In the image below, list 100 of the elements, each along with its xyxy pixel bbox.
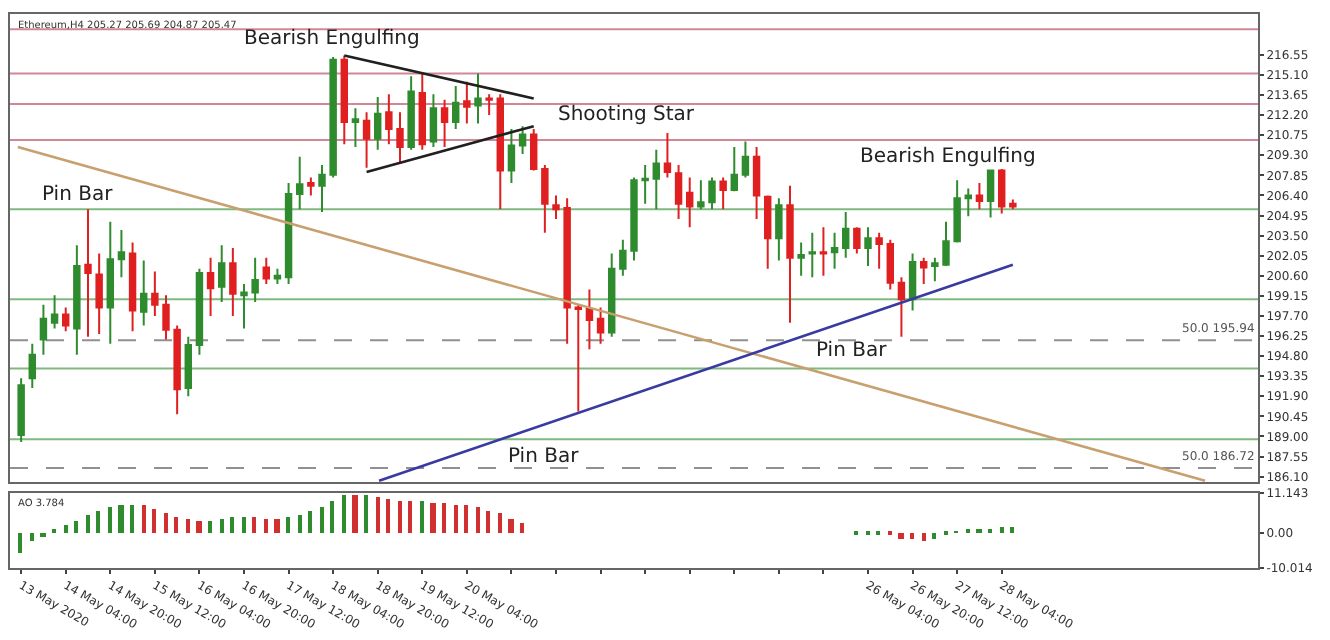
candlestick xyxy=(574,303,583,413)
candlestick xyxy=(908,252,917,312)
bar xyxy=(286,517,290,534)
candlestick xyxy=(139,259,148,327)
bar xyxy=(274,519,280,534)
bar xyxy=(220,519,224,534)
candlestick xyxy=(106,220,115,345)
bar xyxy=(1000,527,1004,534)
bar xyxy=(342,495,346,534)
candlestick xyxy=(875,231,883,270)
candlestick xyxy=(986,169,995,219)
bar xyxy=(142,505,146,534)
candlestick xyxy=(284,181,293,286)
bar xyxy=(910,533,914,540)
candlestick xyxy=(128,241,137,333)
candlestick xyxy=(362,111,371,169)
candlestick xyxy=(184,335,193,398)
bar xyxy=(922,533,926,542)
bar xyxy=(118,505,124,534)
bar xyxy=(430,503,436,534)
candlestick xyxy=(819,226,828,277)
candlestick xyxy=(919,256,928,286)
bar xyxy=(520,523,524,534)
candlestick xyxy=(719,176,727,211)
candlestick xyxy=(775,197,783,262)
candlestick xyxy=(429,93,438,148)
candlestick xyxy=(195,267,204,356)
bar xyxy=(164,513,168,534)
candlestick xyxy=(730,145,739,193)
bar xyxy=(508,519,514,534)
candlestick xyxy=(73,244,81,356)
candlestick xyxy=(351,107,360,148)
candlestick xyxy=(663,132,672,179)
candlestick xyxy=(518,125,527,155)
annotation: Bearish Engulfing xyxy=(244,28,420,50)
bar xyxy=(932,533,936,540)
candlestick xyxy=(407,75,415,151)
candlestick xyxy=(229,247,237,317)
bar xyxy=(18,533,22,554)
candlestick xyxy=(463,80,471,125)
bar xyxy=(898,533,904,540)
candlestick xyxy=(674,163,683,220)
bar xyxy=(130,505,134,534)
bar xyxy=(486,511,490,534)
candlestick xyxy=(841,211,850,259)
annotation: Pin Bar xyxy=(508,446,581,468)
bar xyxy=(96,511,100,534)
candlestick xyxy=(808,231,817,279)
candlestick xyxy=(340,54,349,146)
candlestick xyxy=(307,176,315,197)
bar xyxy=(498,513,502,534)
annotation: Shooting Star xyxy=(558,104,696,126)
annotation: Bearish Engulfing xyxy=(860,146,1036,168)
candlestick xyxy=(217,244,226,304)
candlestick xyxy=(61,306,70,333)
candlestick xyxy=(474,72,482,125)
bar xyxy=(230,517,234,534)
bar xyxy=(320,507,324,534)
bar xyxy=(74,521,78,534)
candlestick xyxy=(295,155,304,211)
bar xyxy=(398,501,402,534)
bar xyxy=(364,495,368,534)
candlestick xyxy=(496,93,505,211)
bar xyxy=(442,503,446,534)
annotation: Pin Bar xyxy=(42,184,115,206)
candlestick xyxy=(864,226,872,268)
candlestick xyxy=(997,168,1006,215)
bar xyxy=(476,507,480,534)
bar xyxy=(420,501,424,534)
candlestick xyxy=(273,267,282,286)
bar xyxy=(152,509,156,534)
bar xyxy=(352,495,358,534)
candlestick xyxy=(607,252,616,338)
bar xyxy=(208,521,212,534)
candlestick xyxy=(28,342,37,389)
bar xyxy=(242,517,246,534)
bar xyxy=(196,521,202,534)
bar xyxy=(376,497,380,534)
bar xyxy=(64,525,68,534)
bar xyxy=(264,519,268,534)
candlestick xyxy=(752,145,761,220)
candlestick xyxy=(440,98,449,148)
candlestick xyxy=(507,127,516,184)
bar xyxy=(298,515,302,534)
candlestick xyxy=(830,231,839,270)
bar xyxy=(454,505,458,534)
bar xyxy=(108,507,112,534)
candlestick xyxy=(1009,198,1017,211)
candlestick xyxy=(451,85,460,130)
candlestick xyxy=(117,229,126,279)
bar xyxy=(464,505,468,534)
candlestick xyxy=(262,256,271,286)
candlestick xyxy=(786,184,794,324)
candlestick xyxy=(418,72,427,151)
bar xyxy=(30,533,34,542)
candlestick xyxy=(853,226,861,255)
candlestick xyxy=(39,303,48,356)
bar xyxy=(86,515,90,534)
candlestick xyxy=(652,148,661,211)
candlestick xyxy=(964,187,973,218)
